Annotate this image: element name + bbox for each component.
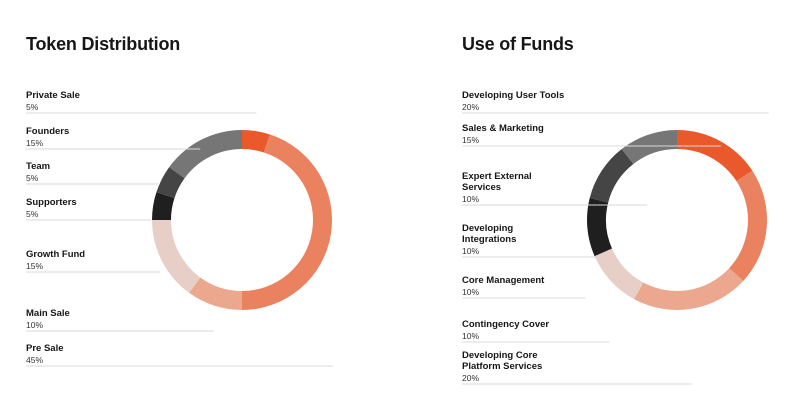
- slice-core-management: [587, 197, 612, 257]
- slice-private-sale: [242, 130, 270, 153]
- legend-value: 10%: [462, 331, 479, 341]
- legend-label: Integrations: [462, 234, 516, 245]
- legend-label: Private Sale: [26, 90, 80, 101]
- slice-contingency-cover: [594, 248, 644, 300]
- legend-label: Growth Fund: [26, 249, 85, 260]
- slice-sales-and-marketing: [677, 130, 753, 182]
- slice-developing-user-tools: [729, 170, 767, 281]
- slice-growth-fund: [152, 220, 201, 293]
- slice-pre-sale: [242, 134, 333, 310]
- legend-value: 20%: [462, 373, 479, 383]
- token-distribution-title: Token Distribution: [26, 34, 181, 54]
- legend-label: Services: [462, 182, 501, 193]
- slice-supporters: [152, 192, 175, 220]
- legend-label: Developing User Tools: [462, 90, 564, 101]
- legend-value: 10%: [462, 246, 479, 256]
- legend-value: 45%: [26, 355, 43, 365]
- legend-label: Expert External: [462, 171, 532, 182]
- legend-value: 10%: [26, 320, 43, 330]
- legend-label: Core Management: [462, 275, 545, 286]
- legend-label: Pre Sale: [26, 343, 64, 354]
- slice-founders: [169, 130, 242, 179]
- legend-label: Supporters: [26, 197, 77, 208]
- use-of-funds-title: Use of Funds: [462, 34, 574, 54]
- slice-main-sale: [189, 277, 242, 310]
- slice-developing-integrations: [589, 148, 634, 203]
- slice-expert-external-services: [621, 130, 677, 164]
- legend-value: 15%: [26, 261, 43, 271]
- legend-value: 5%: [26, 102, 39, 112]
- slice-developing-core-platform-services: [634, 268, 744, 310]
- legend-value: 10%: [462, 287, 479, 297]
- legend-value: 20%: [462, 102, 479, 112]
- legend-label: Developing Core: [462, 350, 538, 361]
- use-of-funds-panel: Use of Funds Developing User Tools 20% Sal…: [404, 0, 808, 414]
- legend-label: Founders: [26, 126, 69, 137]
- legend-label: Team: [26, 161, 50, 172]
- token-distribution-donut-chart: Private Sale5%Founders15%Team5%Supporter…: [26, 90, 333, 367]
- token-distribution-panel: Token Distribution Private Sale 5% Founder…: [26, 34, 333, 367]
- legend-label: Developing: [462, 223, 513, 234]
- legend-value: 5%: [26, 209, 39, 219]
- legend-label: Main Sale: [26, 308, 70, 319]
- legend-label: Contingency Cover: [462, 319, 549, 330]
- legend-value: 15%: [462, 135, 479, 145]
- legend-value: 5%: [26, 173, 39, 183]
- legend-value: 10%: [462, 194, 479, 204]
- legend-label: Sales & Marketing: [462, 123, 544, 134]
- slice-team: [156, 167, 185, 199]
- legend-value: 15%: [26, 138, 43, 148]
- legend-label: Platform Services: [462, 361, 542, 372]
